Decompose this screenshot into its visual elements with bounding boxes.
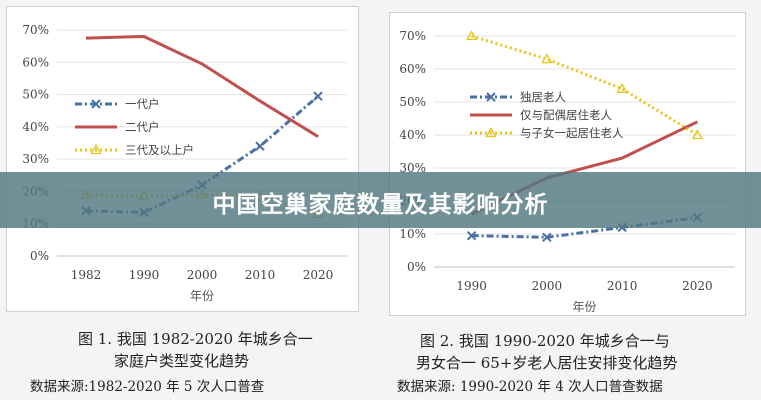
chart0-ytick-label: 30% <box>22 152 49 166</box>
chart0-xtick-label: 2020 <box>303 268 334 282</box>
chart1-xtick-label: 2010 <box>607 279 638 293</box>
source-right: 数据来源: 1990-2020 年 4 次人口普查数据 <box>397 379 663 395</box>
title-banner <box>0 172 761 228</box>
chart-left: 0%10%20%30%40%50%60%70%19821990200020102… <box>22 23 347 303</box>
chart1-legend-marker-2 <box>485 127 497 138</box>
source-left: 数据来源:1982-2020 年 5 次人口普查 <box>30 379 265 395</box>
chart0-xaxis-label: 年份 <box>190 289 214 303</box>
caption-right-line1: 图 2. 我国 1990-2020 年城乡合一与 <box>420 332 670 350</box>
chart0-ytick-label: 60% <box>22 55 49 69</box>
chart0-legend-label-1: 二代户 <box>125 120 160 134</box>
chart1-xtick-label: 1990 <box>456 279 487 293</box>
chart0-ytick-label: 0% <box>30 249 49 263</box>
chart0-series-0-point <box>255 141 265 151</box>
chart0-ytick-label: 50% <box>22 88 49 102</box>
chart1-series-0-point <box>466 230 477 241</box>
chart0-xtick-label: 2000 <box>187 268 218 282</box>
chart1-ytick-label: 70% <box>399 29 426 43</box>
caption-left-line1: 图 1. 我国 1982-2020 年城乡合一 <box>78 330 313 348</box>
caption-left: 图 1. 我国 1982-2020 年城乡合一 家庭户类型变化趋势 <box>78 328 313 372</box>
chart1-legend-marker-0 <box>486 92 496 102</box>
chart1-ytick-label: 60% <box>399 62 426 76</box>
chart0-ytick-label: 70% <box>22 23 49 37</box>
banner-title: 中国空巢家庭数量及其影响分析 <box>212 192 549 218</box>
caption-right-line2: 男女合一 65+岁老人居住安排变化趋势 <box>416 354 678 372</box>
chart1-xtick-label: 2000 <box>532 279 563 293</box>
chart1-legend-label-0: 独居老人 <box>520 90 566 104</box>
chart1-ytick-label: 30% <box>399 161 426 175</box>
chart1-xaxis-label: 年份 <box>572 300 596 314</box>
chart1-series-2-point <box>616 82 628 93</box>
chart1-series-0-point <box>542 232 552 243</box>
chart0-legend-label-2: 三代及以上户 <box>125 143 194 157</box>
chart0-series-line-1 <box>85 34 319 138</box>
chart1-series-2-point <box>691 129 703 140</box>
chart1-xtick-label: 2020 <box>682 279 713 293</box>
chart0-ytick-label: 40% <box>22 120 49 134</box>
chart1-ytick-label: 40% <box>399 128 426 142</box>
chart0-legend-label-0: 一代户 <box>125 97 160 111</box>
caption-right: 图 2. 我国 1990-2020 年城乡合一与 男女合一 65+岁老人居住安排… <box>416 330 677 374</box>
chart1-series-2-point <box>541 53 553 64</box>
chart0-legend-marker-2 <box>90 144 102 155</box>
caption-left-line2: 家庭户类型变化趋势 <box>114 352 250 370</box>
chart0-series-0-point <box>313 91 323 101</box>
chart1-series-2-point <box>466 30 478 41</box>
chart1-ytick-label: 50% <box>399 95 426 109</box>
chart-right: 0%10%20%30%40%50%60%70%1990200020102020年… <box>399 29 735 314</box>
chart-panel-left: 0%10%20%30%40%50%60%70%19821990200020102… <box>6 6 359 312</box>
chart0-xtick-label: 2010 <box>245 268 276 282</box>
chart0-xtick-label: 1982 <box>71 268 102 282</box>
chart-panel-right: 0%10%20%30%40%50%60%70%1990200020102020年… <box>389 12 746 316</box>
chart1-legend-label-1: 仅与配偶居住老人 <box>520 108 612 122</box>
chart0-xtick-label: 1990 <box>129 268 160 282</box>
chart1-legend-label-2: 与子女一起居住老人 <box>520 126 624 140</box>
chart1-ytick-label: 0% <box>407 260 426 274</box>
chart0-legend-marker-0 <box>91 99 101 109</box>
chart1-ytick-label: 10% <box>399 227 426 241</box>
